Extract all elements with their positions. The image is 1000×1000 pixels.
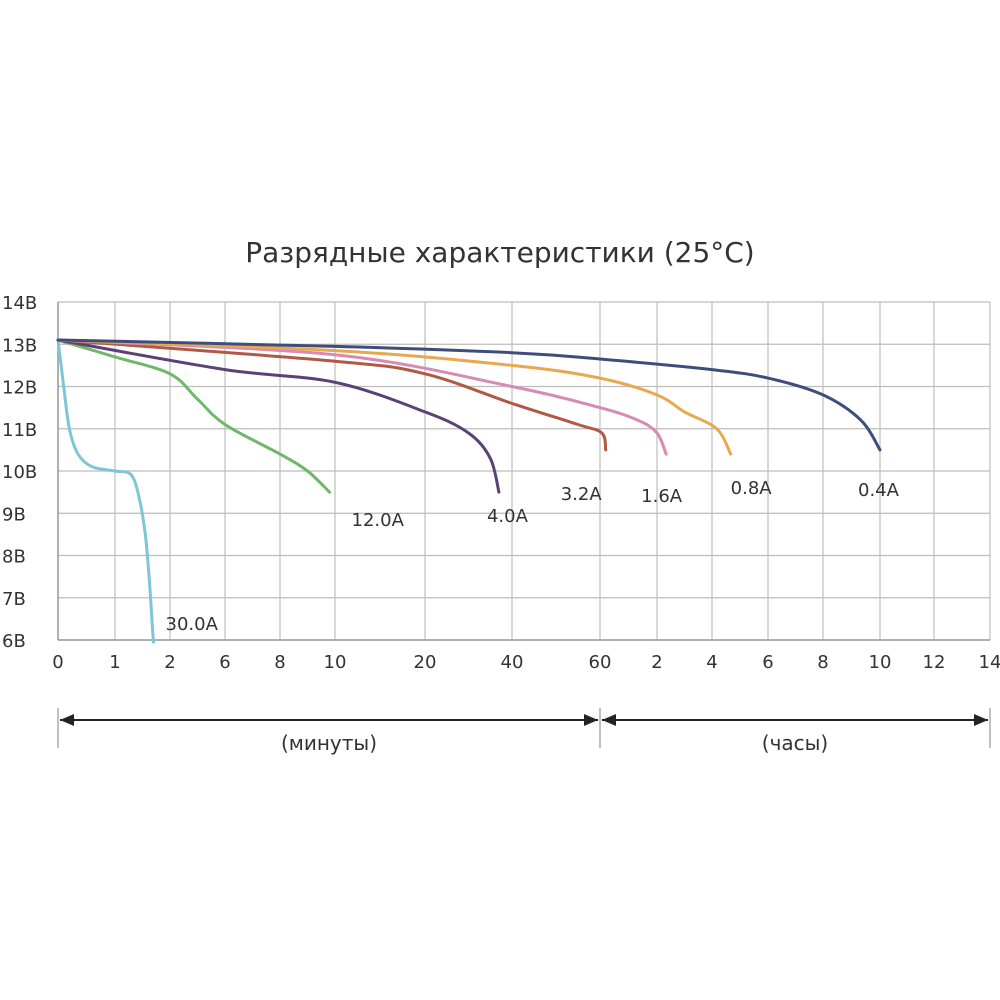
x-tick-label: 6 [762, 652, 773, 673]
y-tick-label: 14В [2, 293, 37, 314]
x-tick-label: 12 [923, 652, 946, 673]
series-line-30.0A [56, 338, 155, 644]
series-line-0.8A [56, 338, 733, 456]
x-tick-label: 0 [52, 652, 63, 673]
series-label: 1.6A [641, 486, 683, 507]
y-tick-label: 8В [2, 547, 26, 568]
series-line-3.2A [56, 338, 608, 452]
x-tick-label: 10 [869, 652, 892, 673]
y-axis-labels: 6В 7В 8В 9В 10В 11В 12В 13В 14В [2, 293, 37, 652]
x-tick-label: 2 [164, 652, 175, 673]
series-line-0.4A [56, 338, 882, 452]
x-tick-label: 14 [979, 652, 1000, 673]
series-line-4.0A [56, 338, 501, 494]
x-tick-label: 10 [324, 652, 347, 673]
discharge-curves [56, 338, 882, 644]
arrowhead [974, 714, 988, 726]
arrowhead [584, 714, 598, 726]
y-tick-label: 7В [2, 589, 26, 610]
chart-title: Разрядные характеристики (25°C) [245, 236, 755, 269]
series-label: 0.4A [858, 480, 900, 501]
series-label: 30.0A [166, 614, 219, 635]
arrowhead [60, 714, 74, 726]
series-line-1.6A [56, 338, 668, 456]
x-tick-label: 2 [651, 652, 662, 673]
x-tick-label: 8 [817, 652, 828, 673]
x-tick-label: 6 [219, 652, 230, 673]
series-label: 0.8A [731, 478, 773, 499]
y-tick-label: 10В [2, 462, 37, 483]
series-label: 3.2A [561, 484, 603, 505]
x-axis-labels: 0 1 2 6 8 10 20 40 60 2 4 6 8 10 12 14 [52, 652, 1000, 673]
y-tick-label: 13В [2, 335, 37, 356]
series-labels: 30.0A 12.0A 4.0A 3.2A 1.6A 0.8A 0.4A [166, 478, 900, 635]
x-tick-label: 8 [274, 652, 285, 673]
x-tick-label: 60 [589, 652, 612, 673]
y-tick-label: 12В [2, 378, 37, 399]
y-tick-label: 9В [2, 504, 26, 525]
series-line-12.0A [56, 338, 331, 494]
series-label: 12.0A [352, 510, 405, 531]
x-tick-label: 40 [501, 652, 524, 673]
y-tick-label: 6В [2, 631, 26, 652]
x-tick-label: 4 [706, 652, 717, 673]
x-tick-label: 1 [109, 652, 120, 673]
series-label: 4.0A [487, 506, 529, 527]
segment-label: (часы) [762, 731, 828, 755]
y-tick-label: 11В [2, 420, 37, 441]
segment-label: (минуты) [281, 731, 377, 755]
arrowhead [602, 714, 616, 726]
x-segments: (минуты) (часы) [57, 708, 991, 755]
x-tick-label: 20 [414, 652, 437, 673]
